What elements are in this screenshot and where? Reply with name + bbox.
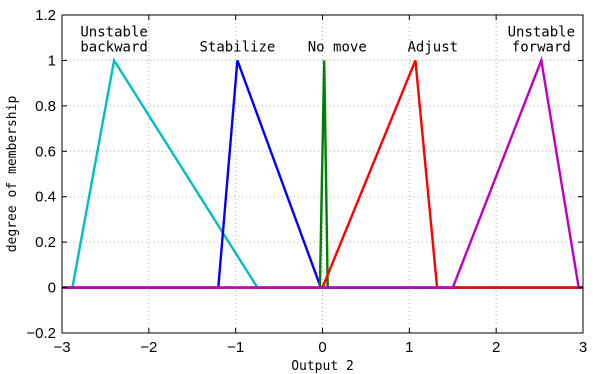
x-tick-label-0: −3 <box>53 339 70 356</box>
y-tick-label-2: 0.2 <box>35 234 56 251</box>
x-tick-label-1: −2 <box>140 339 157 356</box>
x-tick-label-6: 3 <box>579 339 587 356</box>
y-axis-label: degree of membership <box>5 96 20 253</box>
series-line-2 <box>62 60 583 289</box>
series-lines <box>62 55 583 289</box>
y-tick-label-0: −0.2 <box>26 325 56 342</box>
y-tick-label-6: 1 <box>48 52 56 69</box>
x-tick-label-3: 0 <box>318 339 326 356</box>
y-tick-label-7: 1.2 <box>35 7 56 24</box>
y-tick-label-3: 0.4 <box>35 189 56 206</box>
y-tick-label-4: 0.6 <box>35 143 56 160</box>
annotation-3-line-0: Adjust <box>407 39 458 55</box>
annotation-0-line-1: backward <box>80 39 147 55</box>
annotation-1-line-0: Stabilize <box>199 39 275 55</box>
annotation-2-line-0: No move <box>308 39 367 55</box>
y-tick-label-1: 0 <box>48 280 56 297</box>
annotation-0-line-0: Unstable <box>80 24 147 40</box>
x-tick-label-2: −1 <box>227 339 244 356</box>
x-tick-label-5: 2 <box>492 339 500 356</box>
annotation-4-line-0: Unstable <box>508 24 575 40</box>
y-tick-label-5: 0.8 <box>35 98 56 115</box>
axis-ticks: −3 −2 −1 0 1 2 3 −0.2 0 0.2 0.4 0.6 0.8 1 1.2 <box>26 7 587 356</box>
annotation-4-line-1: forward <box>512 39 571 55</box>
x-tick-label-4: 1 <box>405 339 413 356</box>
x-axis-label: Output 2 <box>291 359 354 374</box>
